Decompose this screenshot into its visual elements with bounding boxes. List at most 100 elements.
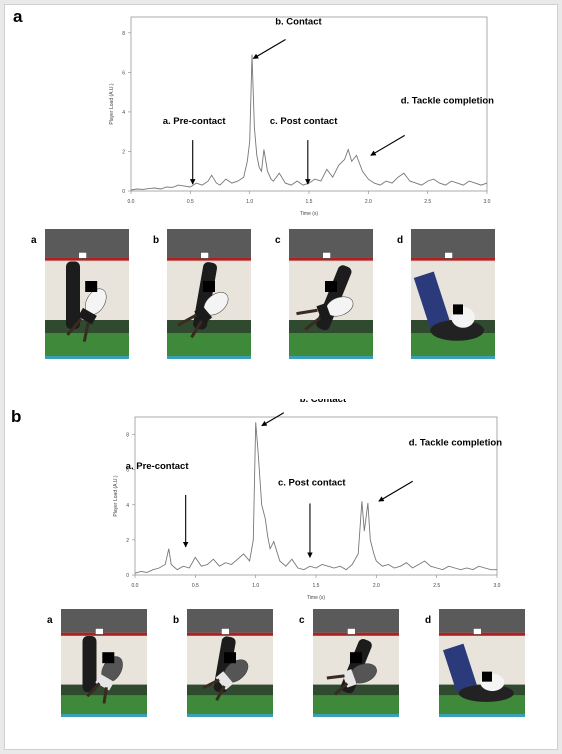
padding-wall	[289, 320, 373, 333]
camera-marker	[322, 252, 331, 259]
x-tick-label: 1.5	[306, 199, 313, 205]
x-tick-label: 1.0	[252, 583, 259, 589]
y-tick-label: 2	[122, 149, 125, 155]
x-tick-label: 2.5	[433, 583, 440, 589]
floor-edge	[313, 714, 399, 717]
player	[66, 288, 107, 342]
camera-marker	[95, 628, 104, 635]
x-tick-label: 2.0	[365, 199, 372, 205]
annotation-label: a. Pre-contact	[163, 116, 227, 127]
player-leg	[66, 317, 83, 336]
turf-floor	[187, 695, 273, 717]
player-shorts	[77, 307, 97, 325]
ceiling	[411, 229, 495, 258]
floor-edge	[411, 356, 495, 359]
player	[177, 292, 229, 339]
player-shorts	[215, 671, 234, 690]
y-tick-label: 0	[122, 189, 125, 195]
photo-contact	[187, 609, 273, 717]
photo-pre-contact	[61, 609, 147, 717]
floor-edge	[167, 356, 251, 359]
photo-tackle-completion	[439, 609, 525, 717]
y-tick-label: 2	[126, 538, 129, 544]
photo-post-contact	[313, 609, 399, 717]
turf-floor	[313, 695, 399, 717]
face-blur	[325, 281, 337, 292]
y-axis-label: Player Load (A.U.)	[113, 475, 119, 516]
tackle-bag	[66, 261, 80, 330]
tackle-bag	[82, 636, 97, 693]
photo-label: d	[397, 235, 404, 246]
x-tick-label: 1.5	[313, 583, 320, 589]
padding-wall	[167, 320, 251, 333]
annotation-arrow	[378, 480, 414, 502]
red-stripe	[45, 257, 129, 261]
x-tick-label: 1.0	[246, 199, 253, 205]
camera-marker	[444, 252, 453, 259]
chart-a-svg: 0.0 0.5 1.0 1.5 2.0 2.5 3.0 Time (s) 0 2 4 6 8 Player…	[109, 17, 494, 217]
ceiling	[45, 229, 129, 258]
tackle-pad	[413, 271, 450, 328]
x-tick-label: 3.0	[484, 199, 491, 205]
player-leg	[102, 687, 108, 704]
annotation-arrow	[261, 412, 285, 427]
face-blur	[203, 281, 215, 292]
padding-wall	[61, 684, 147, 696]
player-leg	[202, 678, 220, 690]
y-tick-label: 8	[122, 31, 125, 37]
camera-marker	[473, 628, 482, 635]
face-blur	[224, 652, 236, 664]
photo-label: b	[153, 235, 160, 246]
photo-label: b	[173, 615, 180, 626]
y-axis-label: Player Load (A.U.)	[109, 83, 115, 124]
player-leg	[326, 674, 345, 680]
ceiling	[167, 229, 251, 258]
y-tick-label: 4	[122, 110, 125, 116]
player-shorts	[316, 302, 332, 322]
player-leg	[86, 682, 101, 698]
red-stripe	[187, 632, 273, 636]
x-tick-label: 2.5	[424, 199, 431, 205]
player-shorts	[194, 305, 213, 324]
x-tick-label: 2.0	[373, 583, 380, 589]
x-tick-label: 0.0	[128, 199, 135, 205]
annotation-label: a. Pre-contact	[126, 461, 190, 472]
camera-marker	[221, 628, 230, 635]
camera-marker	[78, 252, 87, 259]
annotation-label: d. Tackle completion	[409, 437, 502, 448]
player	[202, 659, 249, 701]
camera-marker	[347, 628, 356, 635]
series-line	[134, 422, 497, 574]
annotation-arrow	[370, 134, 405, 156]
player-leg	[304, 316, 322, 331]
padding-wall	[187, 684, 273, 696]
turf-floor	[289, 333, 373, 359]
annotation-label: b. Contact	[275, 17, 322, 28]
photo-pre-contact	[45, 229, 129, 359]
photo-post-contact	[289, 229, 373, 359]
floor-edge	[45, 356, 129, 359]
turf-floor	[439, 695, 525, 717]
player-shorts	[341, 669, 357, 688]
turf-floor	[45, 333, 129, 359]
photo-label: d	[425, 615, 432, 626]
red-stripe	[411, 257, 495, 261]
player	[296, 296, 354, 331]
player-leg	[190, 320, 203, 339]
player-leg	[215, 685, 226, 701]
red-stripe	[313, 632, 399, 636]
player-leg	[296, 308, 318, 316]
chart-b: 0.0 0.5 1.0 1.5 2.0 2.5 3.0 Time (s) 0 2 4 6 8 Player…	[91, 399, 515, 611]
annotation-label: c. Post contact	[270, 116, 338, 127]
ceiling	[439, 609, 525, 633]
ceiling	[61, 609, 147, 633]
face-blur	[85, 281, 98, 292]
x-axis-label: Time (s)	[307, 595, 325, 601]
face-blur	[350, 652, 362, 664]
annotation-label: d. Tackle completion	[401, 95, 494, 106]
annotation-label: b. Contact	[300, 399, 347, 405]
turf-floor	[167, 333, 251, 359]
face-blur	[102, 652, 115, 664]
red-stripe	[289, 257, 373, 261]
chart-b-svg: 0.0 0.5 1.0 1.5 2.0 2.5 3.0 Time (s) 0 2 4 6 8 Player…	[113, 399, 502, 601]
